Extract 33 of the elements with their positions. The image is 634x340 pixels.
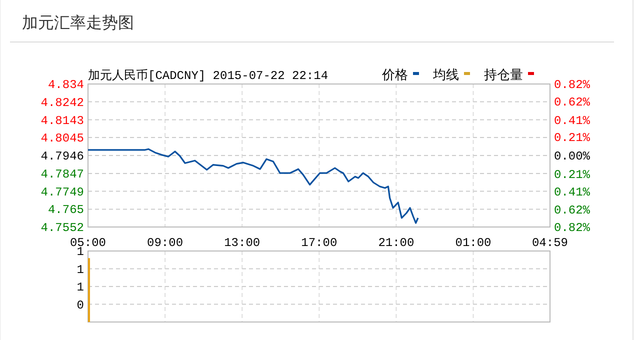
chart-title: 加元汇率走势图: [22, 13, 134, 32]
x-tick-label: 13:00: [224, 236, 260, 250]
x-tick-label: 09:00: [147, 236, 184, 250]
y2-tick-label: 0.21%: [554, 131, 591, 146]
y2-tick-label: 0.41%: [554, 185, 591, 200]
y2-tick-label: 0.82%: [554, 221, 591, 235]
y-tick-label: 4.7749: [40, 185, 84, 200]
x-tick-label: 04:59: [532, 236, 568, 250]
y2-tick-label: 0.00%: [554, 150, 591, 164]
line-series: [87, 148, 419, 224]
y-tick-label: 0: [76, 298, 84, 312]
y-tick-label: 1: [76, 280, 84, 294]
x-tick-label: 01:00: [455, 236, 492, 250]
y-tick-label: 4.7847: [40, 167, 84, 182]
y-tick-label: 4.8242: [40, 96, 84, 110]
y-tick-label: 1: [76, 262, 84, 277]
legend-label: 均线: [432, 68, 459, 83]
y2-tick-label: 0.62%: [554, 204, 591, 218]
x-tick-label: 21:00: [378, 236, 414, 250]
y2-tick-label: 0.21%: [554, 168, 591, 182]
y2-tick-label: 0.82%: [554, 78, 591, 92]
y-tick-label: 4.7552: [40, 221, 84, 235]
legend-label: 持仓量: [484, 68, 523, 83]
y-tick-label: 4.7946: [40, 150, 84, 164]
legend-label: 价格: [381, 68, 408, 83]
y2-tick-label: 0.62%: [554, 95, 591, 110]
y-tick-label: 4.834: [48, 78, 84, 92]
x-tick-label: 17:00: [301, 236, 338, 250]
y-tick-label: 4.8045: [40, 132, 84, 146]
y-tick-label: 4.765: [48, 203, 84, 218]
y-tick-label: 4.8143: [40, 114, 84, 128]
chart-subtitle: 加元人民币[CADCNY] 2015-07-22 22:14: [88, 68, 328, 83]
y2-tick-label: 0.41%: [554, 114, 591, 128]
